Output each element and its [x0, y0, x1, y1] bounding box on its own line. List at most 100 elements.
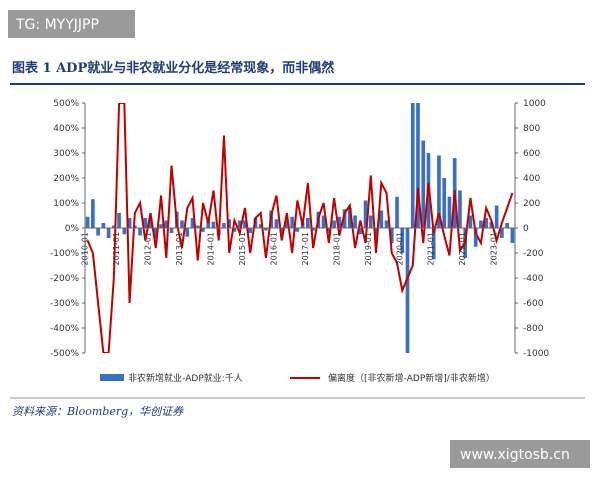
bar: [389, 228, 394, 243]
plot-area: [85, 103, 515, 353]
y2-tick-label: -800: [523, 324, 544, 334]
y-tick-label: -300%: [50, 299, 79, 309]
bar: [127, 218, 132, 228]
bar: [363, 200, 368, 228]
bar: [437, 155, 441, 228]
bar: [400, 228, 405, 253]
bar: [232, 228, 237, 232]
bar: [505, 223, 509, 228]
y-tick-label: 200%: [53, 174, 79, 184]
y2-tick-label: 1000: [523, 99, 546, 109]
bar: [347, 208, 352, 228]
x-tick-label: 2012-01: [144, 232, 153, 265]
x-tick-label: 2015-01: [238, 232, 247, 265]
x-tick-label: 2020-01: [395, 232, 404, 265]
bar: [159, 224, 163, 228]
bar: [227, 219, 232, 228]
x-tick-label: 2013-01: [175, 232, 184, 265]
y-tick-label: -500%: [50, 349, 79, 359]
y2-tick-label: -1000: [523, 349, 549, 359]
bar: [468, 215, 473, 228]
x-tick-label: 2023-01: [490, 232, 499, 265]
y2-tick-label: 600: [523, 149, 540, 159]
x-tick-label: 2014-01: [206, 232, 215, 265]
bar: [222, 223, 226, 228]
y2-tick-label: 400: [523, 174, 540, 184]
bar: [442, 178, 447, 228]
bar: [248, 228, 253, 233]
x-tick-label: 2010-01: [81, 232, 90, 265]
bar: [258, 224, 263, 228]
bar: [96, 228, 100, 236]
bar: [112, 225, 116, 228]
source: 资料来源：Bloomberg，华创证券: [12, 405, 184, 418]
bar: [431, 228, 436, 260]
watermark: TG: MYYJJPP: [15, 17, 99, 33]
bar: [410, 103, 415, 228]
bar: [180, 220, 184, 228]
y2-tick-label: 0: [523, 224, 529, 234]
watermark-box: [8, 10, 135, 38]
bar: [91, 199, 95, 228]
y-tick-label: -200%: [50, 274, 79, 284]
bar: [138, 228, 142, 236]
y2-tick-label: -200: [523, 249, 544, 259]
watermark: www.xigtosb.cn: [460, 447, 570, 463]
x-tick-label: 2019-01: [364, 232, 373, 265]
legend-label: 偏离度（[非农新增-ADP新增]/非农新增）: [328, 372, 495, 384]
x-tick-label: 2021-01: [427, 232, 436, 265]
bar: [337, 216, 342, 228]
legend-label: 非农新增就业-ADP就业:千人: [128, 372, 243, 384]
y-tick-label: -400%: [50, 324, 79, 334]
x-tick-label: 2022-01: [458, 232, 467, 265]
y-tick-label: 500%: [53, 99, 79, 109]
bar: [353, 215, 357, 228]
bar: [379, 210, 384, 228]
bar: [342, 209, 347, 228]
y-tick-label: 100%: [53, 199, 79, 209]
bar: [321, 215, 326, 228]
bar: [311, 228, 315, 231]
bar: [447, 196, 452, 228]
bar: [122, 228, 127, 235]
bar: [416, 103, 420, 228]
chart-title: 图表 1 ADP就业与非农就业分化是经常现象，而非偶然: [12, 60, 334, 76]
bar: [494, 205, 499, 228]
legend-swatch: [100, 374, 124, 381]
y-tick-label: -100%: [50, 249, 79, 259]
bar: [510, 228, 515, 243]
bar: [384, 220, 389, 228]
bar: [458, 190, 462, 228]
bar: [195, 225, 200, 228]
bar: [101, 223, 106, 228]
bar: [164, 220, 169, 228]
bar: [285, 220, 289, 228]
bar: [211, 221, 216, 228]
bar: [117, 213, 121, 228]
bar: [153, 228, 158, 238]
x-tick-label: 2016-01: [269, 232, 278, 265]
bar: [374, 228, 378, 238]
y-tick-label: 0%: [65, 224, 80, 234]
bar: [201, 228, 205, 232]
x-tick-label: 2017-01: [301, 232, 310, 265]
bar: [243, 220, 247, 228]
y-tick-label: 300%: [53, 149, 79, 159]
bar: [190, 218, 195, 228]
bar: [484, 218, 488, 228]
line: [86, 103, 514, 353]
x-tick-label: 2011-01: [112, 232, 121, 265]
bar: [279, 228, 284, 235]
bar: [237, 220, 242, 228]
bar: [395, 196, 399, 228]
bar: [143, 218, 148, 228]
bar: [327, 228, 331, 233]
bar: [489, 221, 494, 228]
y-tick-label: 400%: [53, 124, 79, 134]
bar: [306, 218, 310, 228]
y2-tick-label: -400: [523, 274, 544, 284]
bar: [185, 228, 190, 237]
bar: [295, 228, 300, 232]
